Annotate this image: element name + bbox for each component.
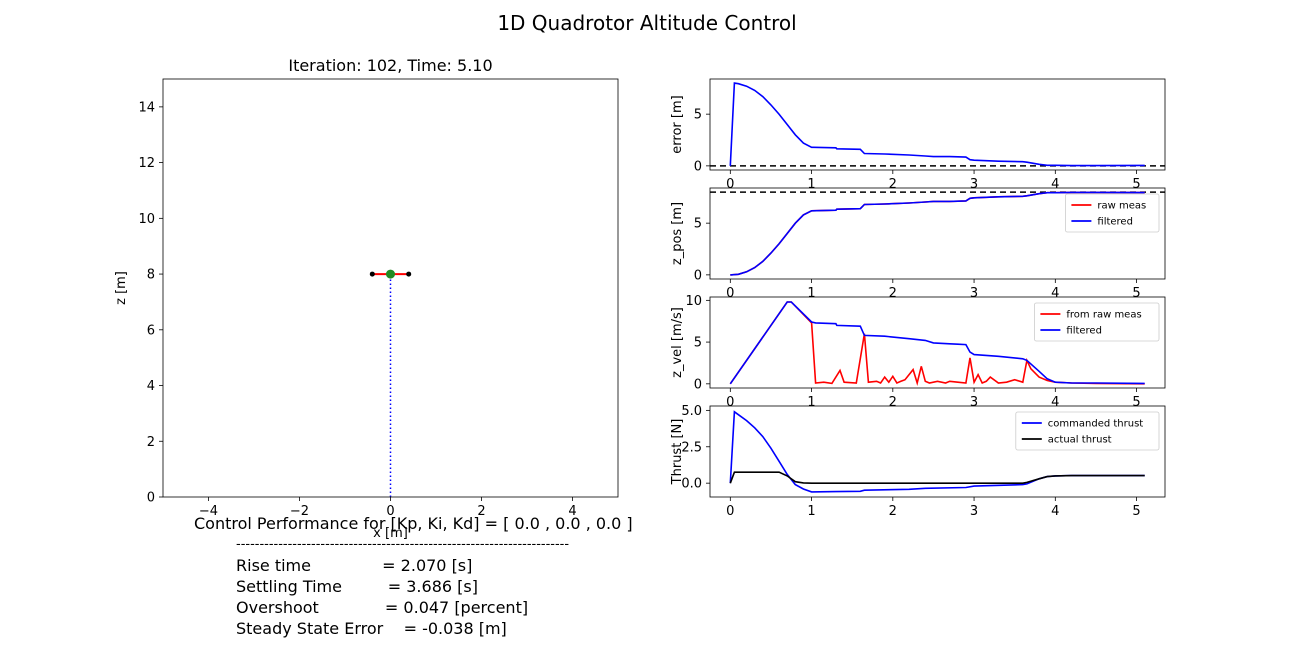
legend-entry: filtered	[1097, 217, 1133, 228]
x-tick-label: 5	[1132, 286, 1140, 301]
y-tick-label: 4	[147, 379, 155, 394]
x-tick-label: 2	[889, 395, 897, 410]
y-tick-label: 10	[138, 212, 155, 227]
figure-title: 1D Quadrotor Altitude Control	[497, 11, 796, 35]
chart-zpos: 0 1 2 3 4 5 0 5 z_pos [m] raw meas filtered	[670, 187, 1166, 301]
series-line-filtered	[729, 301, 1145, 385]
x-tick-label: −2	[290, 504, 309, 519]
y-axis-label: z_vel [m/s]	[670, 307, 685, 378]
y-axis-label: Thrust [N]	[670, 419, 685, 486]
legend-entry: raw meas	[1097, 201, 1146, 212]
x-tick-label: 5	[1132, 504, 1140, 519]
x-tick-label: 3	[970, 504, 978, 519]
x-axis-label: x [m]	[373, 526, 408, 541]
plot-area	[369, 269, 412, 497]
y-tick-label: 6	[147, 323, 155, 338]
legend-frame	[1015, 411, 1160, 451]
performance-header: Control Performance for [Kp, Ki, Kd] = […	[194, 514, 633, 533]
legend-entry: filtered	[1066, 326, 1102, 337]
y-tick-label: 5	[694, 336, 702, 351]
legend-entry: commanded thrust	[1048, 419, 1144, 430]
x-tick-label: 4	[1051, 177, 1059, 192]
axes-frame	[709, 187, 1166, 280]
plot-area	[729, 301, 1145, 387]
axes-frame	[709, 296, 1166, 389]
x-tick-label: 0	[726, 177, 734, 192]
chart-sim: −4 −2 0 2 4 0 2 4 6 8 10 12 14 x [m] z [m] Iteration: 1…	[114, 56, 619, 541]
series-line-filtered	[730, 191, 1145, 276]
axes-frame	[709, 405, 1166, 498]
steady-state-error: Steady State Error = -0.038 [m]	[236, 619, 507, 638]
y-tick-label: 0.0	[681, 477, 702, 492]
y-tick-label: 0	[694, 268, 702, 283]
y-tick-label: 12	[138, 156, 155, 171]
legend-frame	[1065, 193, 1160, 233]
x-tick-label: 3	[970, 177, 978, 192]
x-tick-label: 5	[1132, 177, 1140, 192]
x-tick-label: 1	[807, 286, 815, 301]
chart-title: Iteration: 102, Time: 5.10	[288, 56, 492, 75]
x-tick-label: 1	[807, 177, 815, 192]
x-tick-label: 2	[889, 177, 897, 192]
overshoot: Overshoot = 0.047 [percent]	[236, 598, 529, 617]
y-tick-label: 8	[147, 268, 155, 283]
legend-entry: actual thrust	[1048, 435, 1112, 446]
quadrotor-body	[386, 269, 395, 279]
y-tick-label: 0	[694, 377, 702, 392]
y-tick-label: 0	[694, 159, 702, 174]
y-axis-label: error [m]	[670, 95, 685, 153]
plot-area	[710, 191, 1165, 276]
series-line-from-raw-meas	[729, 301, 1145, 387]
chart-zvel: 0 1 2 3 4 5 0 5 10z_vel [m/s] from raw meas filter…	[670, 294, 1166, 410]
performance-separator: ----------------------------------------…	[236, 537, 570, 552]
x-tick-label: −4	[199, 504, 218, 519]
plot-area	[710, 82, 1165, 167]
rotor-right	[406, 271, 412, 277]
x-tick-label: 0	[726, 286, 734, 301]
y-tick-label: 2.5	[681, 440, 702, 455]
y-tick-label: 5.0	[681, 404, 702, 419]
plot-area	[729, 410, 1145, 493]
series-line-actual-thrust	[729, 471, 1145, 485]
y-axis-label: z [m]	[114, 271, 129, 305]
axes-frame	[709, 78, 1166, 171]
x-tick-label: 2	[477, 504, 485, 519]
x-tick-label: 1	[807, 395, 815, 410]
y-tick-label: 10	[685, 294, 702, 309]
x-tick-label: 4	[1051, 286, 1059, 301]
legend: from raw meas filtered	[1034, 302, 1160, 342]
y-tick-label: 14	[138, 100, 155, 115]
legend-entry: from raw meas	[1066, 310, 1141, 321]
settling-time: Settling Time = 3.686 [s]	[236, 577, 478, 596]
legend: raw meas filtered	[1065, 193, 1160, 233]
x-tick-label: 3	[970, 286, 978, 301]
x-tick-label: 2	[889, 286, 897, 301]
x-tick-label: 4	[568, 504, 576, 519]
y-tick-label: 5	[694, 217, 702, 232]
axes-frame	[162, 78, 619, 498]
y-tick-label: 2	[147, 435, 155, 450]
rotor-left	[369, 271, 375, 277]
legend: commanded thrust actual thrust	[1015, 411, 1160, 451]
x-tick-label: 4	[1051, 504, 1059, 519]
series-line-0	[729, 82, 1145, 167]
x-tick-label: 0	[726, 395, 734, 410]
y-tick-label: 0	[147, 491, 155, 506]
x-tick-label: 0	[726, 504, 734, 519]
x-tick-label: 3	[970, 395, 978, 410]
x-tick-label: 0	[386, 504, 394, 519]
chart-error: 0 1 2 3 4 5 0 5 error [m]	[670, 78, 1166, 192]
y-tick-label: 5	[694, 108, 702, 123]
rise-time: Rise time = 2.070 [s]	[236, 556, 473, 575]
x-tick-label: 4	[1051, 395, 1059, 410]
legend-frame	[1034, 302, 1160, 342]
y-axis-label: z_pos [m]	[670, 202, 685, 265]
x-tick-label: 5	[1132, 395, 1140, 410]
x-tick-label: 2	[889, 504, 897, 519]
x-tick-label: 1	[807, 504, 815, 519]
